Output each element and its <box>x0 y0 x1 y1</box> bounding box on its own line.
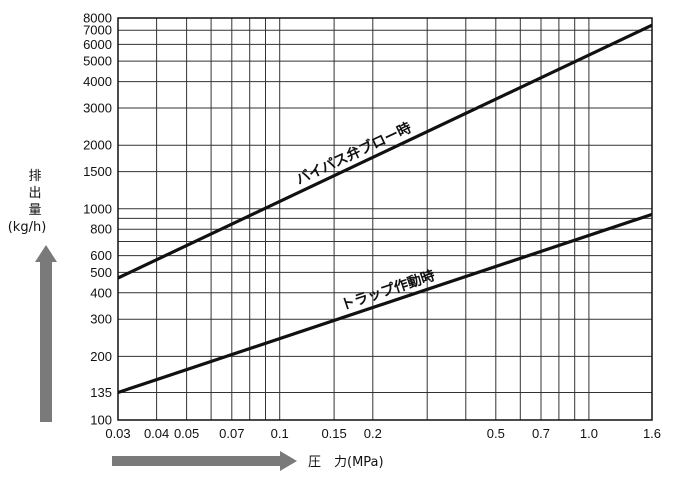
x-axis-arrow-icon <box>112 451 297 471</box>
y-tick-label-500: 500 <box>90 265 112 280</box>
y-tick-label-600: 600 <box>90 248 112 263</box>
x-tick-label-1_6: 1.6 <box>643 426 661 441</box>
x-tick-label-1: 1.0 <box>580 426 598 441</box>
y-tick-label-2000: 2000 <box>83 138 112 153</box>
y-tick-label-5000: 5000 <box>83 54 112 69</box>
x-tick-label-0_1: 0.1 <box>271 426 289 441</box>
y-axis-label-char-3: 量 <box>28 203 41 218</box>
x-tick-label-0_04: 0.04 <box>144 426 169 441</box>
y-tick-label-300: 300 <box>90 312 112 327</box>
y-tick-label-7000: 7000 <box>83 23 112 38</box>
y-axis-arrow-icon <box>35 245 57 422</box>
y-tick-label-8000: 8000 <box>83 11 112 26</box>
y-axis-label-char-2: 出 <box>28 186 41 201</box>
y-axis-label-char-1: 排 <box>28 169 41 184</box>
series-line-1 <box>117 23 653 280</box>
x-tick-label-0_07: 0.07 <box>219 426 244 441</box>
y-tick-label-135: 135 <box>90 385 112 400</box>
y-tick-label-1000: 1000 <box>83 201 112 216</box>
y-tick-labels: 100 135 200 300 400 500 600 800 1000 1500 2000 3000… <box>83 11 112 428</box>
y-tick-label-1500: 1500 <box>83 164 112 179</box>
series-line-2 <box>117 212 653 395</box>
y-tick-label-6000: 6000 <box>83 37 112 52</box>
y-tick-label-200: 200 <box>90 349 112 364</box>
x-tick-label-0_7: 0.7 <box>532 426 550 441</box>
x-tick-label-0_15: 0.15 <box>321 426 346 441</box>
y-tick-label-400: 400 <box>90 285 112 300</box>
series-lines <box>117 23 653 395</box>
grid <box>117 17 653 421</box>
plot-frame <box>117 17 653 421</box>
y-tick-label-100: 100 <box>90 413 112 428</box>
x-axis-label: 圧 力(MPa) <box>308 455 384 470</box>
y-tick-label-800: 800 <box>90 222 112 237</box>
y-tick-label-3000: 3000 <box>83 101 112 116</box>
x-tick-labels: 0.03 0.04 0.05 0.07 0.1 0.15 0.2 0.5 0.7 1.0 1.6 <box>105 426 661 441</box>
y-tick-label-4000: 4000 <box>83 74 112 89</box>
x-tick-label-0_2: 0.2 <box>364 426 382 441</box>
x-tick-label-0_05: 0.05 <box>174 426 199 441</box>
x-tick-label-0_5: 0.5 <box>487 426 505 441</box>
y-axis-label-unit: (kg/h) <box>8 220 47 235</box>
plot-border <box>117 17 653 421</box>
x-tick-label-0_03: 0.03 <box>105 426 130 441</box>
series-label-bypass-blow: バイパス弁ブロー時 <box>293 119 414 188</box>
